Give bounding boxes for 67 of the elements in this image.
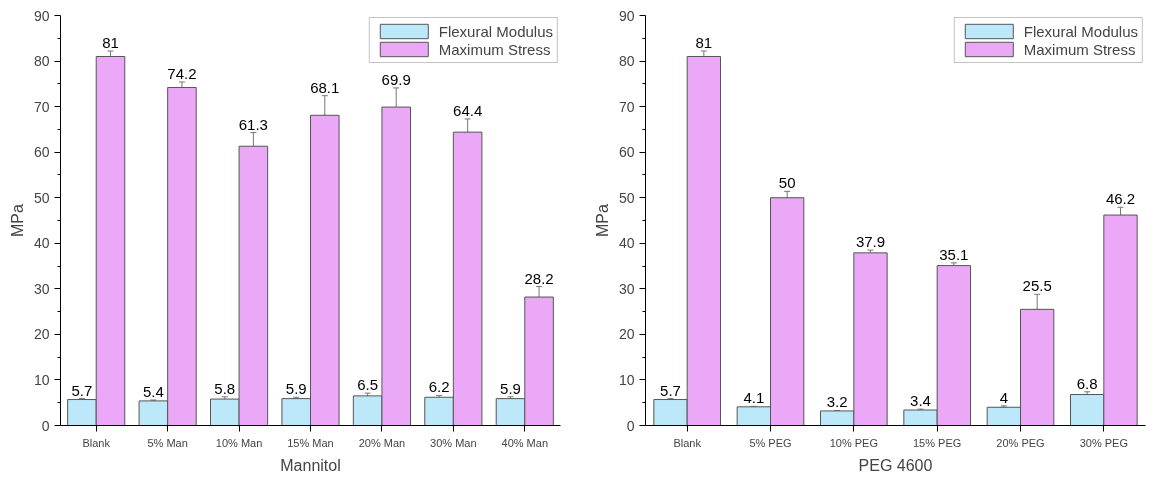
legend-label: Flexural Modulus <box>1023 22 1138 40</box>
y-tick-label: 90 <box>33 7 50 24</box>
data-label: 5.8 <box>214 379 236 397</box>
legend-label: Maximum Stress <box>1023 40 1136 58</box>
data-label: 68.1 <box>310 78 340 96</box>
y-tick-label: 80 <box>33 53 50 70</box>
y-tick-label: 70 <box>618 98 635 115</box>
data-label: 61.3 <box>238 115 268 133</box>
data-label: 25.5 <box>1022 277 1052 295</box>
x-tick-label: 40% Man <box>501 436 549 449</box>
data-label: 5.7 <box>660 381 681 399</box>
data-label: 3.2 <box>826 393 848 411</box>
x-tick-label: 15% PEG <box>913 436 962 449</box>
x-tick-label: 20% PEG <box>996 436 1045 449</box>
data-label: 64.4 <box>453 101 483 119</box>
data-label: 5.9 <box>500 379 521 397</box>
x-axis-title: PEG 4600 <box>858 456 933 474</box>
y-tick-label: 40 <box>33 235 50 252</box>
data-label: 74.2 <box>167 65 197 83</box>
x-tick-label: 20% Man <box>358 436 406 449</box>
y-tick-label: 90 <box>618 7 635 24</box>
legend-label: Flexural Modulus <box>438 22 553 40</box>
x-tick-label: Blank <box>82 436 111 449</box>
y-tick-label: 60 <box>33 144 50 161</box>
x-tick-label: 5% Man <box>147 436 188 449</box>
y-tick-label: 20 <box>33 326 50 343</box>
data-label: 35.1 <box>939 245 969 263</box>
data-label: 6.8 <box>1076 374 1098 392</box>
y-tick-label: 20 <box>618 326 635 343</box>
x-axis-title: Mannitol <box>280 456 341 474</box>
data-label: 81 <box>102 34 119 52</box>
x-tick-label: 10% Man <box>215 436 263 449</box>
x-tick-label: Blank <box>673 436 702 449</box>
data-label: 3.4 <box>910 392 931 410</box>
x-tick-label: 10% PEG <box>829 436 878 449</box>
y-tick-label: 30 <box>33 280 50 297</box>
y-axis-title: MPa <box>8 203 26 237</box>
legend-label: Maximum Stress <box>438 40 551 58</box>
x-tick-label: 30% Man <box>430 436 477 449</box>
x-tick-label: 15% Man <box>287 436 334 449</box>
data-label: 5.7 <box>71 381 93 399</box>
data-label: 5.4 <box>142 382 164 400</box>
data-label: 50 <box>778 174 796 192</box>
data-label: 6.5 <box>357 376 379 394</box>
y-tick-label: 60 <box>618 144 635 161</box>
y-tick-label: 0 <box>41 417 50 434</box>
y-tick-label: 50 <box>618 189 635 206</box>
data-label: 5.9 <box>285 380 307 398</box>
y-tick-label: 10 <box>33 371 50 388</box>
y-tick-label: 80 <box>618 53 635 70</box>
data-label: 81 <box>695 34 713 52</box>
y-tick-label: 10 <box>618 371 635 388</box>
data-label: 46.2 <box>1105 190 1136 208</box>
y-tick-label: 40 <box>618 235 635 252</box>
data-label: 6.2 <box>428 378 450 396</box>
x-tick-label: 30% PEG <box>1079 436 1128 449</box>
y-tick-label: 70 <box>33 98 50 115</box>
y-tick-label: 0 <box>626 417 635 434</box>
x-tick-label: 5% PEG <box>749 436 792 449</box>
data-label: 4.1 <box>743 389 765 407</box>
y-axis-title: MPa <box>593 203 611 237</box>
data-label: 4 <box>999 388 1009 406</box>
y-tick-label: 30 <box>618 280 635 297</box>
data-label: 28.2 <box>524 269 554 287</box>
y-tick-label: 50 <box>33 189 50 206</box>
data-label: 69.9 <box>381 70 411 88</box>
data-label: 37.9 <box>855 233 886 251</box>
